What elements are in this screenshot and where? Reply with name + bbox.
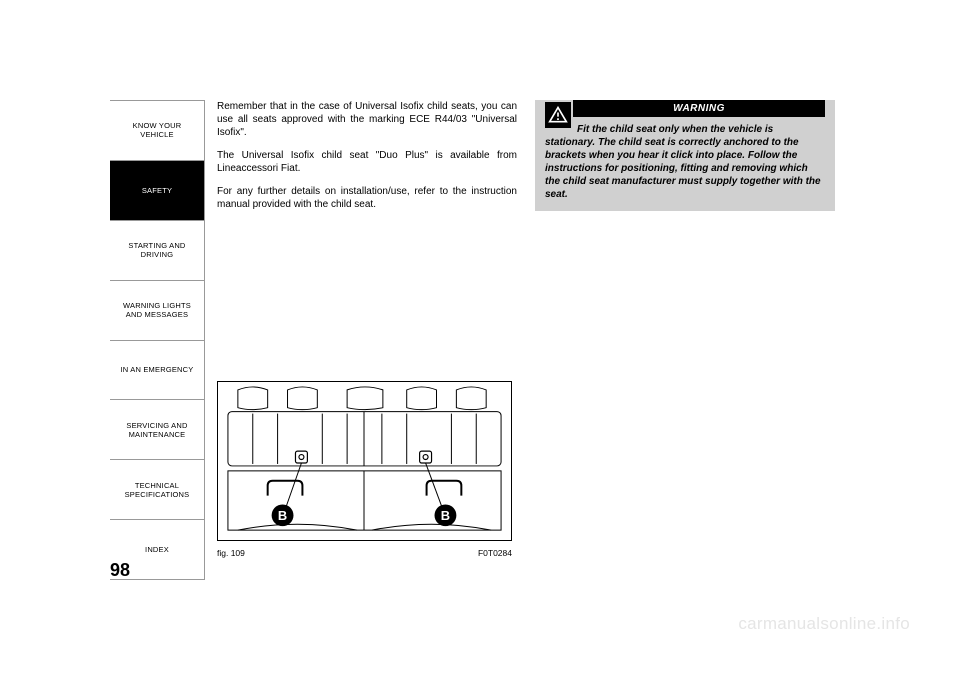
figure-badge-left: B (272, 504, 294, 526)
sidebar-label: WARNING LIGHTSAND MESSAGES (123, 301, 191, 319)
sidebar-item-emergency[interactable]: IN AN EMERGENCY (110, 341, 204, 401)
sidebar-nav: KNOW YOURVEHICLE SAFETY STARTING ANDDRIV… (110, 100, 205, 580)
svg-text:B: B (441, 508, 450, 523)
sidebar-item-warning-lights[interactable]: WARNING LIGHTSAND MESSAGES (110, 281, 204, 341)
sidebar-label: KNOW YOURVEHICLE (133, 121, 182, 139)
sidebar-label: TECHNICALSPECIFICATIONS (125, 481, 190, 499)
sidebar-label: INDEX (145, 545, 169, 554)
watermark: carmanualsonline.info (738, 614, 910, 634)
sidebar-item-servicing[interactable]: SERVICING ANDMAINTENANCE (110, 400, 204, 460)
warning-box: WARNING Fit the child seat only when the… (535, 100, 835, 211)
sidebar-item-know-your-vehicle[interactable]: KNOW YOURVEHICLE (110, 100, 204, 161)
figure-block: B B fig. 109 F0T0284 (217, 381, 512, 558)
sidebar-label: IN AN EMERGENCY (120, 365, 193, 374)
sidebar-label: SERVICING ANDMAINTENANCE (126, 421, 187, 439)
sidebar-item-technical[interactable]: TECHNICALSPECIFICATIONS (110, 460, 204, 520)
figure-label: fig. 109 (217, 548, 245, 558)
paragraph: The Universal Isofix child seat "Duo Plu… (217, 149, 517, 175)
warning-triangle-icon (545, 102, 571, 128)
left-column: Remember that in the case of Universal I… (217, 100, 517, 221)
sidebar-item-starting-driving[interactable]: STARTING ANDDRIVING (110, 221, 204, 281)
figure-caption: fig. 109 F0T0284 (217, 548, 512, 558)
figure-code: F0T0284 (478, 548, 512, 558)
paragraph: Remember that in the case of Universal I… (217, 100, 517, 139)
page-body: Remember that in the case of Universal I… (205, 100, 850, 580)
figure-illustration: B B (217, 381, 512, 541)
sidebar-item-safety[interactable]: SAFETY (110, 161, 204, 221)
warning-text: Fit the child seat only when the vehicle… (545, 123, 825, 201)
sidebar-label: SAFETY (142, 186, 172, 195)
sidebar-label: STARTING ANDDRIVING (128, 241, 185, 259)
svg-text:B: B (278, 508, 287, 523)
figure-badge-right: B (435, 504, 457, 526)
page-number: 98 (110, 560, 130, 581)
right-column: WARNING Fit the child seat only when the… (535, 100, 835, 211)
paragraph: For any further details on installation/… (217, 185, 517, 211)
warning-header: WARNING (573, 100, 825, 117)
